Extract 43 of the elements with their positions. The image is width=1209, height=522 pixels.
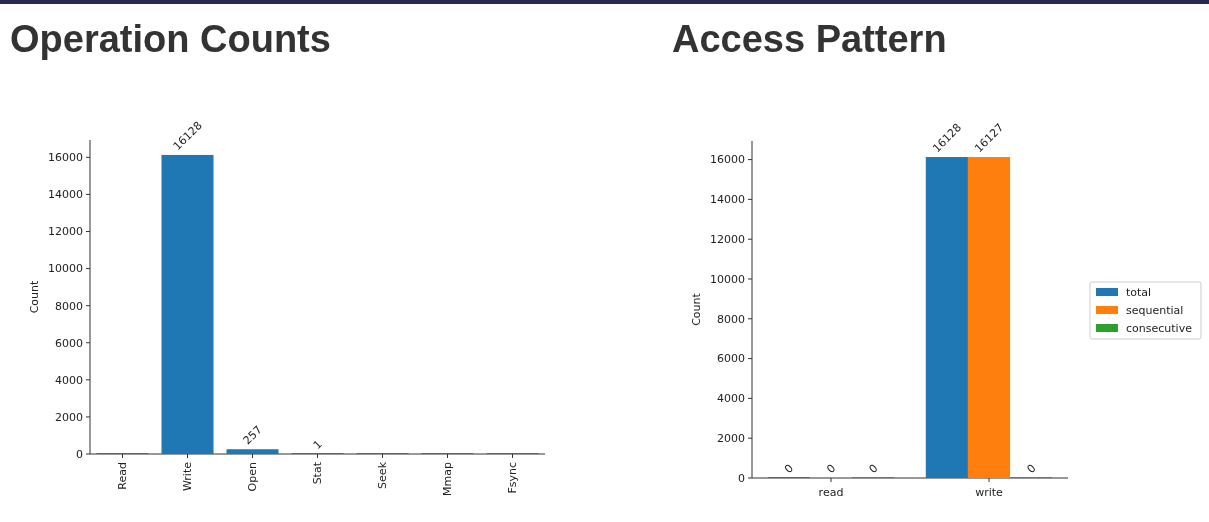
- y-tick-label: 6000: [55, 336, 83, 350]
- y-tick-label: 14000: [710, 193, 745, 207]
- y-tick-label: 14000: [48, 188, 83, 202]
- y-tick-label: 4000: [55, 373, 83, 387]
- x-tick-label: Seek: [376, 461, 390, 489]
- x-tick-label: Write: [181, 461, 195, 492]
- data-label: 0: [1024, 461, 1039, 476]
- data-label: 1: [310, 437, 325, 452]
- y-tick-label: 0: [738, 471, 745, 485]
- y-tick-label: 2000: [55, 410, 83, 424]
- y-tick-label: 12000: [48, 225, 83, 239]
- y-tick-label: 4000: [717, 392, 745, 406]
- y-tick-label: 8000: [55, 299, 83, 313]
- x-tick-label: Read: [116, 462, 130, 490]
- bar: [925, 157, 968, 478]
- x-tick-label: write: [975, 486, 1004, 499]
- y-axis-title: Count: [28, 279, 41, 314]
- legend-label: consecutive: [1126, 321, 1193, 335]
- x-tick-label: read: [818, 486, 844, 499]
- y-tick-label: 2000: [717, 432, 745, 446]
- y-tick-label: 0: [76, 447, 83, 461]
- x-tick-label: Stat: [311, 461, 325, 485]
- y-tick-label: 16000: [48, 151, 83, 165]
- chart-title: Access Pattern: [672, 18, 947, 60]
- bar: [226, 449, 279, 454]
- y-axis-title: Count: [690, 292, 703, 326]
- y-tick-label: 10000: [710, 272, 745, 286]
- y-tick-label: 16000: [710, 153, 745, 167]
- data-label: 0: [782, 461, 797, 476]
- chart-title: Operation Counts: [10, 18, 331, 60]
- y-tick-label: 10000: [48, 262, 83, 276]
- data-label: 0: [866, 461, 881, 476]
- x-tick-label: Fsync: [506, 462, 520, 494]
- y-tick-label: 6000: [717, 352, 745, 366]
- x-tick-label: Open: [246, 461, 260, 492]
- bar: [967, 157, 1011, 478]
- y-tick-label: 8000: [717, 312, 745, 326]
- legend-label: total: [1126, 285, 1152, 299]
- bar: [161, 154, 214, 454]
- data-label: 0: [824, 461, 839, 476]
- x-tick-label: Mmap: [441, 461, 455, 496]
- y-tick-label: 12000: [710, 233, 745, 247]
- legend-label: sequential: [1126, 303, 1184, 317]
